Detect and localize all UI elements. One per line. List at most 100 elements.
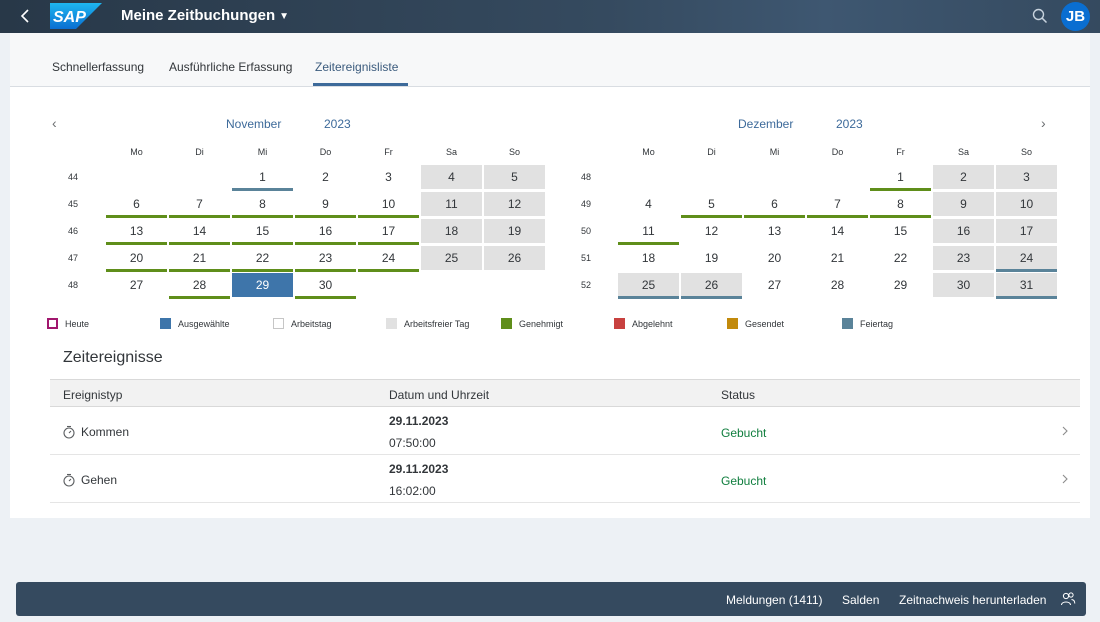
tab-schnellerfassung[interactable]: Schnellerfassung xyxy=(52,60,145,74)
calendar-day[interactable]: 10 xyxy=(358,192,419,218)
calendar-day[interactable]: 30 xyxy=(295,273,356,299)
calendar-day[interactable]: 18 xyxy=(618,246,679,270)
calendar-day[interactable]: 28 xyxy=(169,273,230,299)
user-avatar[interactable]: JB xyxy=(1061,2,1090,31)
year-button-dezember[interactable]: 2023 xyxy=(836,117,863,131)
calendar-day[interactable]: 13 xyxy=(744,219,805,243)
calendar-day[interactable]: 19 xyxy=(681,246,742,270)
column-header-datum[interactable]: Datum und Uhrzeit xyxy=(389,388,490,402)
calendar-day[interactable]: 27 xyxy=(744,273,805,297)
calendar-day[interactable]: 31 xyxy=(996,273,1057,299)
calendar-day[interactable]: 18 xyxy=(421,219,482,243)
calendar-day[interactable]: 1 xyxy=(232,165,293,191)
calendar-day[interactable]: 6 xyxy=(744,192,805,218)
calendar-day[interactable]: 4 xyxy=(618,192,679,216)
calendar-day[interactable]: 21 xyxy=(169,246,230,272)
month-button-november[interactable]: November xyxy=(226,117,282,131)
table-row[interactable]: Kommen 29.11.2023 07:50:00 Gebucht xyxy=(50,408,1080,455)
calendar-day[interactable]: 8 xyxy=(870,192,931,218)
calendar-day[interactable]: 5 xyxy=(484,165,545,189)
day-number: 18 xyxy=(444,224,459,238)
weekday-header: Mi xyxy=(769,147,780,157)
column-header-ereignistyp[interactable]: Ereignistyp xyxy=(63,388,123,402)
calendar-day[interactable]: 27 xyxy=(106,273,167,297)
download-timesheet-button[interactable]: Zeitnachweis herunterladen xyxy=(899,593,1047,607)
calendar-next-icon[interactable]: › xyxy=(1041,115,1046,131)
tab-ausfuehrliche-erfassung[interactable]: Ausführliche Erfassung xyxy=(169,60,293,74)
calendar-day[interactable]: 8 xyxy=(232,192,293,218)
calendar-day[interactable]: 30 xyxy=(933,273,994,297)
chevron-right-icon xyxy=(1062,474,1068,484)
calendar-day[interactable]: 7 xyxy=(807,192,868,218)
calendar-day[interactable]: 29 xyxy=(870,273,931,297)
main-content: ‹ › November 2023 Dezember 2023 Mo Di Mi Do… xyxy=(10,87,1090,518)
calendar-day[interactable]: 16 xyxy=(295,219,356,245)
calendar-day[interactable]: 29 xyxy=(232,273,293,297)
messages-button[interactable]: Meldungen (1411) xyxy=(726,593,823,607)
calendar-day[interactable]: 17 xyxy=(358,219,419,245)
calendar-day[interactable]: 3 xyxy=(996,165,1057,189)
calendar-day[interactable]: 23 xyxy=(933,246,994,270)
calendar-day[interactable]: 6 xyxy=(106,192,167,218)
calendar-day[interactable]: 25 xyxy=(618,273,679,299)
calendar-day[interactable]: 16 xyxy=(933,219,994,243)
legend-item: Arbeitsfreier Tag xyxy=(386,318,469,329)
calendar-day[interactable]: 20 xyxy=(106,246,167,272)
calendar-day[interactable]: 4 xyxy=(421,165,482,189)
calendar-day[interactable]: 1 xyxy=(870,165,931,191)
calendar-day[interactable]: 26 xyxy=(484,246,545,270)
calendar-day[interactable]: 15 xyxy=(232,219,293,245)
tab-zeitereignisliste[interactable]: Zeitereignisliste xyxy=(315,60,399,74)
calendar-day[interactable]: 26 xyxy=(681,273,742,299)
calendar-day[interactable]: 22 xyxy=(870,246,931,270)
calendar-day[interactable]: 17 xyxy=(996,219,1057,243)
search-icon[interactable] xyxy=(1030,6,1050,26)
calendar-day[interactable]: 11 xyxy=(421,192,482,216)
calendar-day[interactable]: 9 xyxy=(933,192,994,216)
weekday-header: Mo xyxy=(642,147,655,157)
calendar-day[interactable]: 5 xyxy=(681,192,742,218)
calendar-day[interactable]: 22 xyxy=(232,246,293,272)
day-number: 1 xyxy=(897,170,904,184)
table-row[interactable]: Gehen 29.11.2023 16:02:00 Gebucht xyxy=(50,456,1080,503)
day-number: 10 xyxy=(1019,197,1034,211)
day-number: 15 xyxy=(893,224,908,238)
balances-button[interactable]: Salden xyxy=(842,593,880,607)
legend-swatch xyxy=(273,318,284,329)
back-chevron-icon[interactable] xyxy=(16,6,36,26)
day-number: 17 xyxy=(381,224,396,238)
calendar-day[interactable]: 14 xyxy=(169,219,230,245)
day-number: 15 xyxy=(255,224,270,238)
calendar-day[interactable]: 2 xyxy=(295,165,356,189)
calendar-day[interactable]: 14 xyxy=(807,219,868,243)
app-title-menu[interactable]: Meine Zeitbuchungen ▼ xyxy=(121,7,289,24)
calendar-day[interactable]: 28 xyxy=(807,273,868,297)
calendar-day[interactable]: 12 xyxy=(484,192,545,216)
calendar-day[interactable]: 9 xyxy=(295,192,356,218)
calendar-day[interactable]: 23 xyxy=(295,246,356,272)
year-button-november[interactable]: 2023 xyxy=(324,117,351,131)
calendar-day[interactable]: 10 xyxy=(996,192,1057,216)
calendar-day[interactable]: 11 xyxy=(618,219,679,245)
status-text: Gebucht xyxy=(721,426,767,440)
calendar-day[interactable]: 19 xyxy=(484,219,545,243)
month-button-dezember[interactable]: Dezember xyxy=(738,117,794,131)
calendar-day[interactable]: 7 xyxy=(169,192,230,218)
calendar-day[interactable]: 13 xyxy=(106,219,167,245)
calendar-day[interactable]: 15 xyxy=(870,219,931,243)
calendar-day[interactable]: 24 xyxy=(996,246,1057,272)
calendar-day[interactable]: 12 xyxy=(681,219,742,243)
day-number: 25 xyxy=(444,251,459,265)
calendar-day[interactable]: 3 xyxy=(358,165,419,189)
weekday-header: Mi xyxy=(257,147,268,157)
calendar-day[interactable]: 24 xyxy=(358,246,419,272)
calendar-day[interactable]: 25 xyxy=(421,246,482,270)
calendar-day[interactable]: 2 xyxy=(933,165,994,189)
calendar-day[interactable]: 21 xyxy=(807,246,868,270)
day-number: 17 xyxy=(1019,224,1034,238)
calendar-prev-icon[interactable]: ‹ xyxy=(52,115,57,131)
people-icon[interactable] xyxy=(1060,591,1076,607)
legend-label: Abgelehnt xyxy=(632,318,673,329)
calendar-day[interactable]: 20 xyxy=(744,246,805,270)
column-header-status[interactable]: Status xyxy=(721,388,756,402)
